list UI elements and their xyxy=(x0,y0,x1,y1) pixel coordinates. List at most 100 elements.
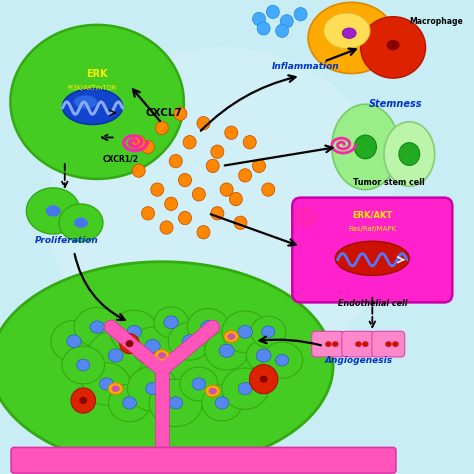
Circle shape xyxy=(253,12,265,26)
Circle shape xyxy=(160,221,173,234)
FancyBboxPatch shape xyxy=(292,198,452,302)
Ellipse shape xyxy=(205,385,220,397)
Circle shape xyxy=(234,216,247,229)
Polygon shape xyxy=(131,327,174,365)
Text: Endothelial cell: Endothelial cell xyxy=(337,299,407,308)
Ellipse shape xyxy=(164,316,178,329)
Circle shape xyxy=(151,183,164,196)
Polygon shape xyxy=(154,307,188,337)
Ellipse shape xyxy=(67,335,81,348)
Ellipse shape xyxy=(209,388,217,394)
Polygon shape xyxy=(74,308,120,346)
Polygon shape xyxy=(120,334,139,354)
Ellipse shape xyxy=(342,28,356,38)
Polygon shape xyxy=(0,262,333,468)
Ellipse shape xyxy=(399,143,419,165)
Polygon shape xyxy=(332,104,399,190)
Circle shape xyxy=(294,8,307,21)
Ellipse shape xyxy=(260,375,267,383)
Ellipse shape xyxy=(48,47,395,379)
Ellipse shape xyxy=(219,344,234,357)
Polygon shape xyxy=(110,310,158,353)
Circle shape xyxy=(169,155,182,168)
Circle shape xyxy=(179,173,191,187)
Ellipse shape xyxy=(90,321,104,333)
Ellipse shape xyxy=(123,397,137,409)
Circle shape xyxy=(253,159,265,173)
Ellipse shape xyxy=(74,95,97,109)
Circle shape xyxy=(174,107,187,120)
Polygon shape xyxy=(109,384,151,422)
Circle shape xyxy=(183,136,196,149)
Circle shape xyxy=(132,164,145,177)
Ellipse shape xyxy=(201,320,215,334)
Polygon shape xyxy=(128,366,178,411)
Circle shape xyxy=(197,226,210,239)
Circle shape xyxy=(132,136,145,149)
Circle shape xyxy=(280,15,293,28)
Polygon shape xyxy=(384,122,435,186)
Circle shape xyxy=(197,117,210,130)
Ellipse shape xyxy=(325,341,332,347)
Polygon shape xyxy=(202,385,242,421)
Text: CXCR1/2: CXCR1/2 xyxy=(102,154,138,163)
Ellipse shape xyxy=(182,335,197,348)
Ellipse shape xyxy=(227,333,236,340)
Ellipse shape xyxy=(215,397,229,409)
Polygon shape xyxy=(262,342,302,378)
Circle shape xyxy=(142,207,155,220)
FancyBboxPatch shape xyxy=(312,331,345,357)
Circle shape xyxy=(243,136,256,149)
Ellipse shape xyxy=(238,383,252,395)
Polygon shape xyxy=(82,363,130,405)
Polygon shape xyxy=(71,388,96,413)
Ellipse shape xyxy=(79,397,87,404)
Circle shape xyxy=(164,197,178,210)
Ellipse shape xyxy=(126,340,133,347)
Circle shape xyxy=(142,140,155,154)
Ellipse shape xyxy=(169,397,182,409)
Polygon shape xyxy=(251,316,286,347)
Polygon shape xyxy=(27,188,80,234)
Ellipse shape xyxy=(385,341,392,347)
Ellipse shape xyxy=(392,341,399,347)
Text: Macrophage: Macrophage xyxy=(410,17,463,26)
Polygon shape xyxy=(62,346,105,384)
Polygon shape xyxy=(222,311,268,353)
Ellipse shape xyxy=(63,89,123,124)
Circle shape xyxy=(276,24,289,37)
Circle shape xyxy=(211,145,224,158)
Polygon shape xyxy=(168,322,211,360)
Ellipse shape xyxy=(108,349,123,362)
Circle shape xyxy=(220,183,233,196)
Ellipse shape xyxy=(127,325,141,338)
Ellipse shape xyxy=(158,352,166,359)
Polygon shape xyxy=(87,330,144,381)
Text: Stemness: Stemness xyxy=(369,99,422,109)
Polygon shape xyxy=(324,13,370,48)
Ellipse shape xyxy=(46,205,61,217)
Polygon shape xyxy=(187,309,229,346)
Polygon shape xyxy=(249,365,278,394)
Ellipse shape xyxy=(192,378,206,390)
Polygon shape xyxy=(205,331,248,370)
Circle shape xyxy=(192,188,205,201)
Ellipse shape xyxy=(362,341,369,347)
Text: CXCL7: CXCL7 xyxy=(146,108,182,118)
Ellipse shape xyxy=(354,135,376,159)
Ellipse shape xyxy=(224,331,238,342)
Circle shape xyxy=(225,126,238,139)
Ellipse shape xyxy=(387,40,400,50)
Circle shape xyxy=(206,159,219,173)
Circle shape xyxy=(266,5,279,18)
Text: Proliferation: Proliferation xyxy=(35,236,99,245)
Polygon shape xyxy=(222,368,268,410)
Polygon shape xyxy=(10,25,184,179)
Circle shape xyxy=(262,183,275,196)
FancyBboxPatch shape xyxy=(342,331,374,357)
Text: PI3K/AKTmTOR: PI3K/AKTmTOR xyxy=(68,85,117,91)
Text: Inflammation: Inflammation xyxy=(272,62,339,71)
Ellipse shape xyxy=(100,378,113,390)
Ellipse shape xyxy=(77,359,90,371)
Polygon shape xyxy=(180,367,218,401)
